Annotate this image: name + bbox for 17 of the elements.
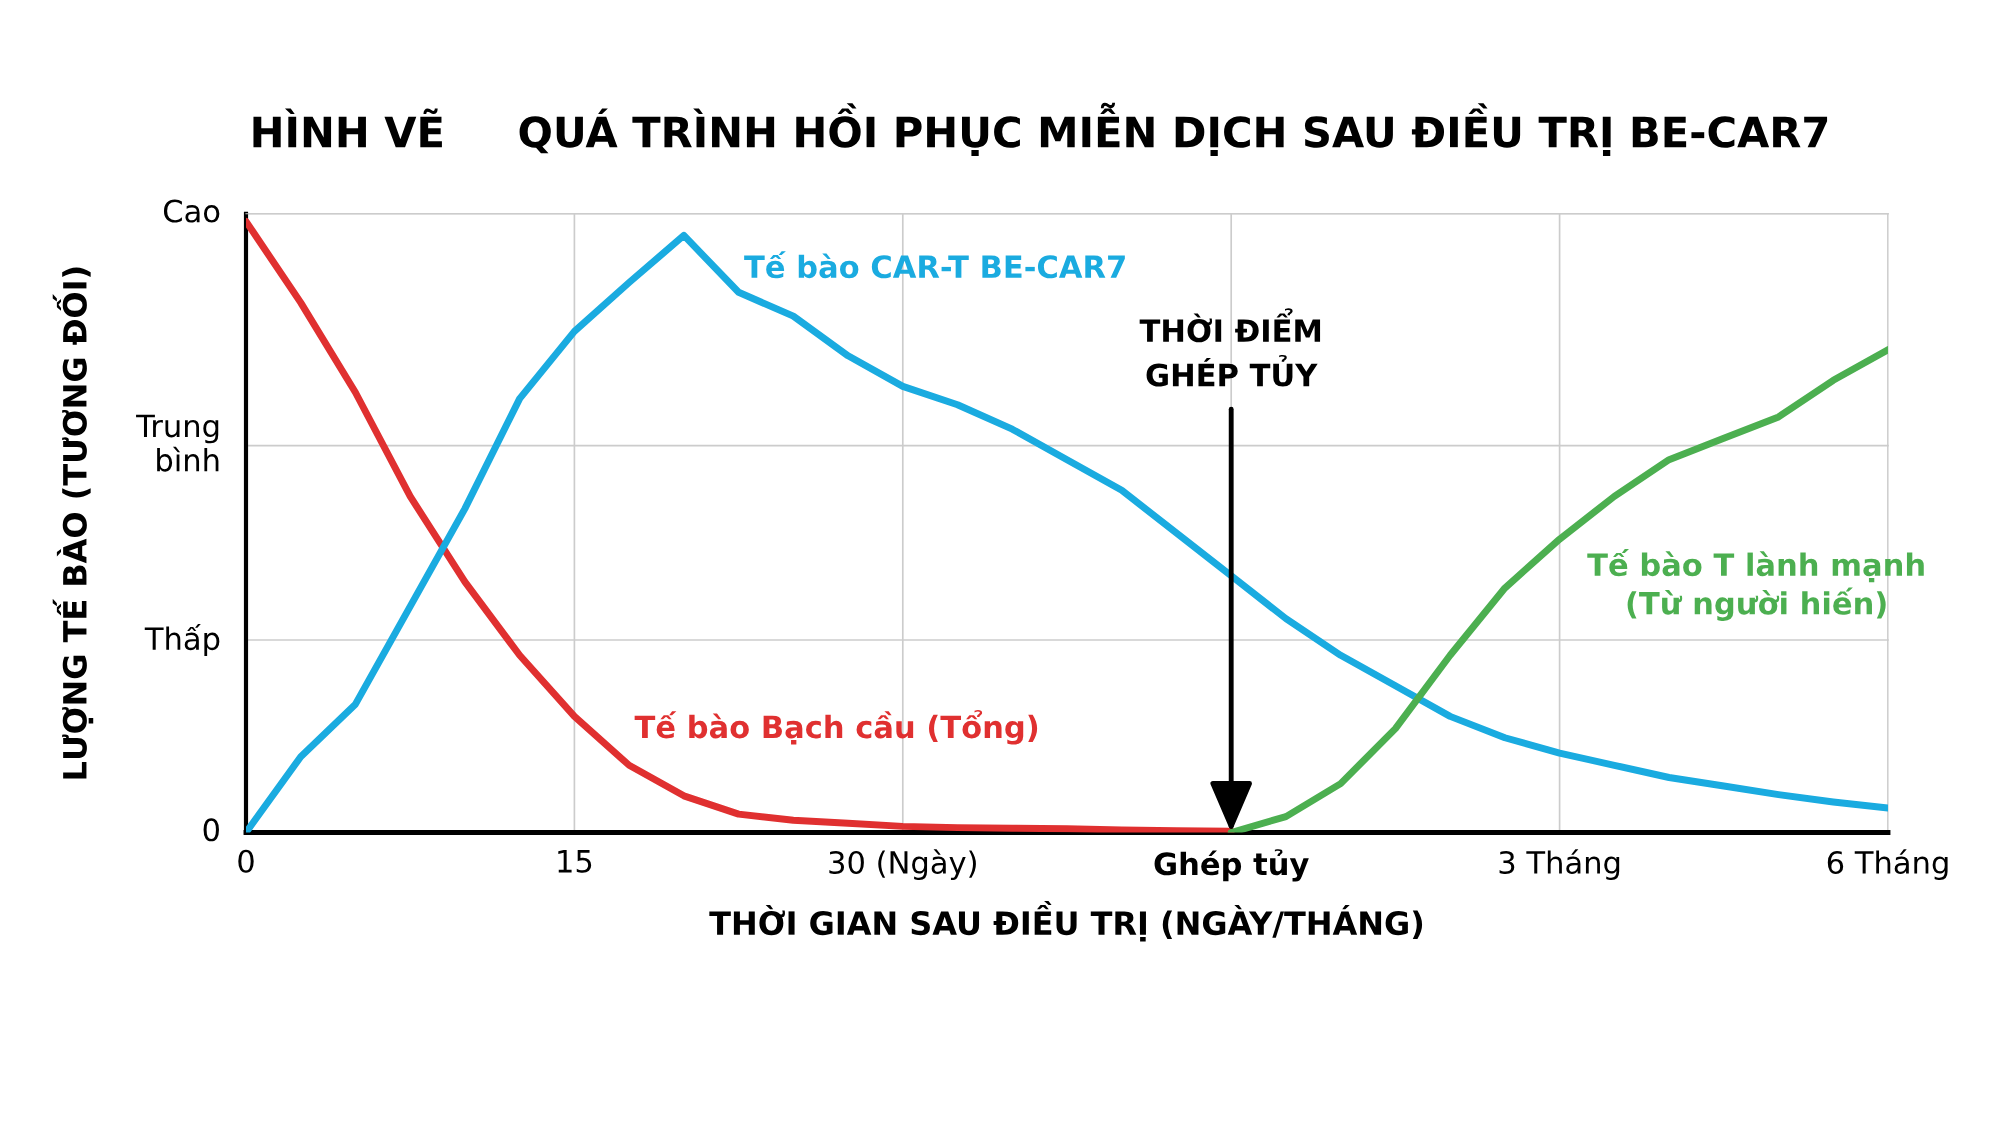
y-axis-title: LƯỢNG TẾ BÀO (TƯƠNG ĐỐI) [52,267,94,779]
annotation: THỜI ĐIỂM GHÉP TỦY [1139,308,1321,387]
x-tick-label: 6 Tháng [1827,849,1948,880]
series-label: Tế bào T lành mạnh (Từ người hiến) [1587,549,1924,621]
ref-line-label: Thấp [144,623,220,657]
series-label: Tế bào CAR-T BE-CAR7 [744,251,1125,279]
x-axis-title: THỜI GIAN SAU ĐIỀU TRỊ (NGÀY/THÁNG) [709,900,1423,942]
text: 0 [203,818,219,842]
x-tick-label: Ghép tủy [1154,849,1309,882]
ref-line-label: Cao [163,199,220,223]
series-label: Tế bào Bạch cầu (Tổng) [634,710,1038,745]
x-tick-label: 15 [558,850,592,873]
x-tick-label: 30 (Ngày) [829,849,976,880]
ref-line-label: Trung bình [136,414,219,472]
x-tick-label: 3 Tháng [1499,849,1620,880]
chart-title: HÌNH VẼ QUÁ TRÌNH HỒI PHỤC MIỄN DỊCH SAU ĐIỀU TRỊ BE-CAR7 [253,102,1828,157]
x-tick-label: 0 [238,849,254,873]
